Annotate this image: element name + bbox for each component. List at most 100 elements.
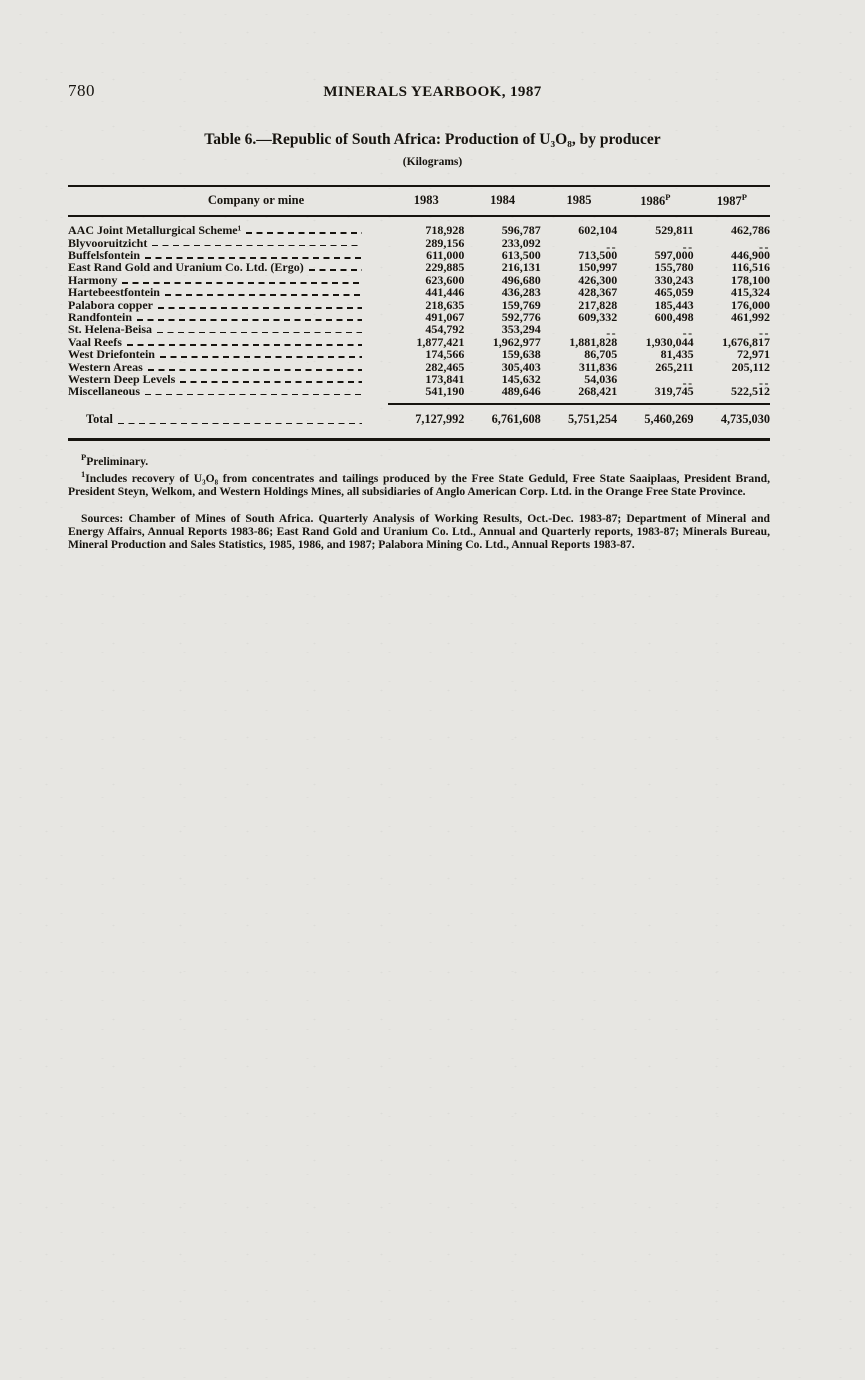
value-cell: 496,680 [501, 272, 541, 287]
table-row: Miscellaneous 541,190 489,646 268,421 319,74… [68, 385, 770, 403]
value-cell: 81,435 [660, 347, 694, 362]
company-name: AAC Joint Metallurgical Scheme¹ [68, 223, 242, 238]
table-row: West Driefontein 174,566 159,638 86,705 81,4… [68, 347, 770, 362]
company-name: Palabora copper [68, 297, 153, 312]
company-name: Harmony [68, 272, 118, 287]
total-label-cell: Total [68, 404, 388, 440]
column-header-1983: 1983 [388, 186, 465, 218]
dash-leader [308, 269, 363, 272]
table-row: Harmony 623,600 496,680 426,300 330,243 178,1… [68, 272, 770, 287]
company-name: Miscellaneous [68, 384, 140, 399]
company-name-cell: AAC Joint Metallurgical Scheme¹ [68, 216, 388, 238]
column-header-label: 1987 [716, 194, 742, 209]
sources-note: Sources: Chamber of Mines of South Afric… [68, 512, 770, 551]
table-row: Vaal Reefs 1,877,421 1,962,977 1,881,828 1,9… [68, 334, 770, 349]
total-value-cell: 7,127,992 [388, 402, 465, 440]
total-value-cell: 4,735,030 [693, 402, 770, 440]
company-name-cell: Vaal Reefs [68, 335, 388, 348]
value-cell: 72,971 [737, 347, 770, 362]
value-cell: 176,000 [731, 297, 770, 312]
value-cell: -- [541, 323, 617, 339]
value-cell: 1,930,044 [645, 334, 694, 349]
column-header-label: 1986 [640, 194, 666, 209]
company-name-cell: Western Deep Levels [68, 373, 388, 385]
footnote-text: Preliminary. [86, 454, 149, 468]
value-cell: 1,962,977 [492, 334, 541, 349]
value-cell: 185,443 [654, 297, 694, 312]
value-cell: 218,635 [425, 297, 465, 312]
value-cell: 353,294 [501, 322, 541, 337]
company-name: East Rand Gold and Uranium Co. Ltd. (Erg… [68, 260, 304, 275]
value-cell: 282,465 [425, 359, 465, 374]
column-header-label: 1983 [413, 193, 439, 208]
dash-leader [159, 356, 363, 359]
value-cell: 541,190 [425, 384, 465, 399]
company-name-cell: West Driefontein [68, 348, 388, 361]
value-cell: 462,786 [731, 223, 770, 238]
value-cell: 159,769 [501, 297, 541, 312]
value-cell: 205,112 [731, 359, 770, 374]
footnote-text: Includes recovery of U₃O₈ from concentra… [68, 471, 770, 498]
total-value-cell: 6,761,608 [464, 402, 541, 440]
value-cell: 613,500 [501, 247, 541, 262]
company-name-cell: Buffelsfontein [68, 249, 388, 261]
header-row: Company or mine 1983 1984 1985 1986P 198… [68, 186, 770, 218]
value-cell: 159,638 [501, 347, 541, 362]
value-cell: 428,367 [578, 285, 618, 300]
column-header-1986: 1986P [617, 186, 694, 218]
value-cell: 116,516 [731, 260, 770, 275]
column-header-label: 1985 [566, 193, 592, 208]
value-cell: 311,836 [578, 359, 618, 374]
footnote-marker: 1 [81, 468, 86, 479]
total-label: Total [86, 411, 113, 426]
value-cell: 461,992 [731, 310, 770, 324]
dash-leader [147, 368, 363, 371]
empty-value-dash: -- [759, 376, 770, 391]
company-name: Blyvooruitzicht [68, 235, 148, 250]
column-header-label: 1984 [490, 193, 516, 208]
value-cell: 611,000 [426, 247, 465, 262]
value-cell: 233,092 [501, 235, 541, 250]
column-header-company: Company or mine [68, 186, 389, 218]
table-row: Blyvooruitzicht 289,156 233,092 -- -- -- [68, 235, 770, 253]
table-row: Western Deep Levels 173,841 145,632 54,036 -… [68, 372, 770, 390]
dash-leader [158, 306, 363, 309]
empty-value-dash: -- [759, 239, 770, 254]
value-cell: -- [617, 237, 693, 252]
value-cell: 216,131 [501, 260, 541, 275]
company-name-cell: St. Helena-Beisa [68, 323, 388, 336]
value-cell: 426,300 [578, 272, 618, 287]
dash-leader [145, 393, 363, 396]
table-title: Table 6.—Republic of South Africa: Produ… [204, 131, 661, 148]
value-cell: 592,776 [501, 310, 541, 324]
preliminary-superscript: P [741, 192, 747, 202]
dash-leader [157, 331, 363, 334]
total-value-cell: 5,460,269 [617, 402, 694, 440]
value-cell: -- [694, 373, 770, 389]
value-cell: 54,036 [584, 372, 618, 387]
preliminary-superscript: P [665, 192, 671, 202]
value-cell: 529,811 [655, 223, 694, 238]
value-cell: 217,828 [578, 297, 618, 312]
column-header-label: Company or mine [207, 193, 305, 208]
value-cell: 289,156 [425, 235, 465, 250]
dash-leader [164, 294, 363, 297]
value-cell: 522,512 [731, 384, 770, 399]
empty-value-dash: -- [682, 376, 694, 391]
value-cell: 174,566 [425, 347, 465, 362]
column-header-1987: 1987P [693, 186, 770, 218]
table-row: Western Areas 282,465 305,403 311,836 265,21… [68, 359, 770, 374]
page-number: 780 [68, 81, 95, 100]
value-cell: 1,877,421 [416, 334, 465, 349]
company-name-cell: Palabora copper [68, 297, 388, 312]
dash-leader [117, 422, 363, 425]
value-cell: 145,632 [501, 372, 541, 387]
table-row: AAC Joint Metallurgical Scheme¹ 718,928 59… [68, 216, 770, 238]
value-cell: 609,332 [578, 310, 618, 324]
value-cell: 1,676,817 [722, 334, 770, 349]
value-cell: -- [694, 323, 770, 339]
value-cell: 415,324 [731, 285, 770, 300]
dash-leader [145, 257, 363, 259]
value-cell: 268,421 [578, 384, 618, 399]
value-cell: -- [617, 323, 693, 339]
